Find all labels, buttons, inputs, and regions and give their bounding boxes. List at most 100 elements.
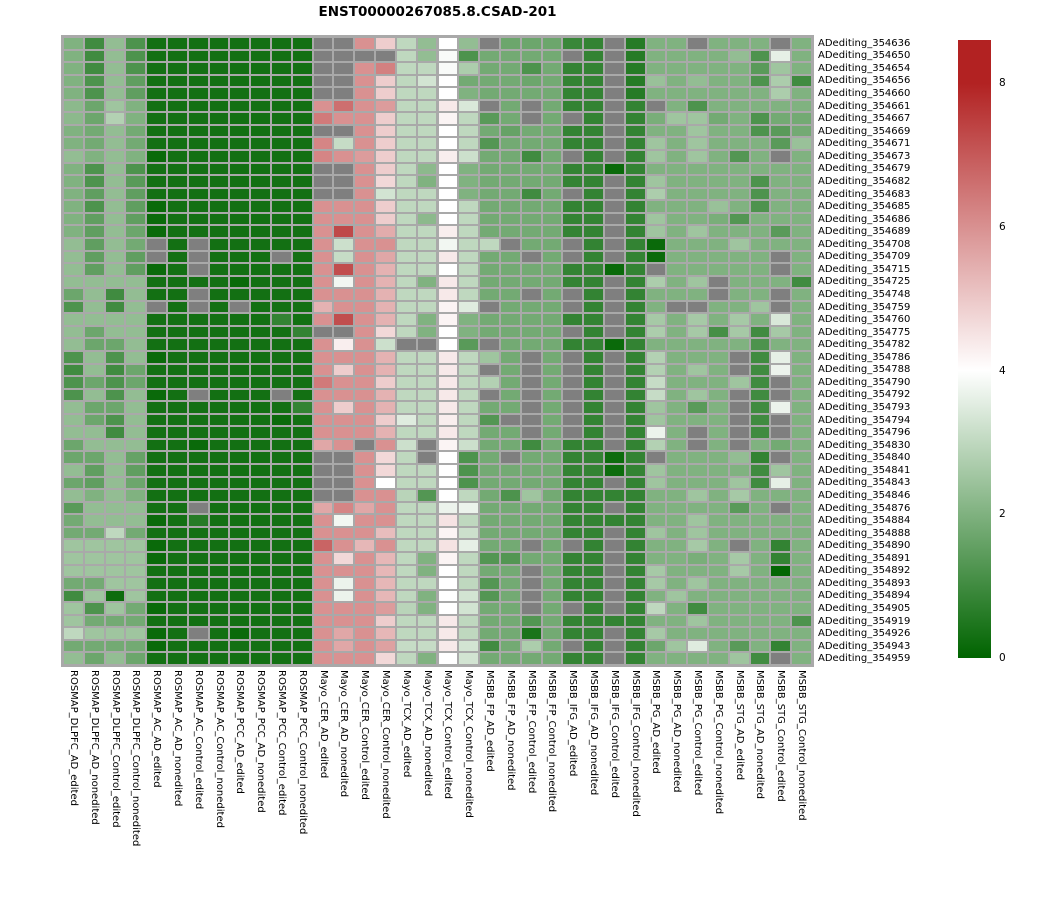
heatmap-cell bbox=[313, 38, 333, 49]
heatmap-cell bbox=[126, 100, 146, 112]
heatmap-cell bbox=[563, 377, 583, 388]
heatmap-cell bbox=[542, 502, 562, 514]
heatmap-cell bbox=[604, 377, 624, 388]
heatmap-cell bbox=[230, 414, 250, 426]
heatmap-cell bbox=[729, 364, 749, 376]
heatmap-cell bbox=[667, 452, 687, 464]
heatmap-cell bbox=[584, 515, 603, 526]
heatmap-cell bbox=[251, 176, 271, 187]
heatmap-cell bbox=[542, 439, 562, 451]
heatmap-cell bbox=[708, 578, 728, 589]
heatmap-cell bbox=[313, 301, 333, 313]
heatmap-cell bbox=[438, 603, 458, 614]
heatmap-cell bbox=[334, 490, 354, 501]
heatmap-cell bbox=[168, 201, 187, 212]
heatmap-cell bbox=[334, 75, 354, 87]
heatmap-cell bbox=[105, 113, 125, 124]
heatmap-cell bbox=[667, 427, 687, 438]
heatmap-cell bbox=[438, 653, 458, 664]
heatmap-cell bbox=[396, 603, 416, 614]
heatmap-cell bbox=[542, 88, 562, 99]
heatmap-cell bbox=[292, 326, 312, 338]
heatmap-cell bbox=[292, 301, 312, 313]
heatmap-cell bbox=[584, 125, 603, 137]
heatmap-cell bbox=[750, 339, 770, 350]
heatmap-cell bbox=[355, 251, 375, 263]
heatmap-cell bbox=[646, 552, 666, 564]
heatmap-cell bbox=[251, 414, 271, 426]
heatmap-cell bbox=[168, 50, 187, 62]
heatmap-cell bbox=[334, 326, 354, 338]
heatmap-cell bbox=[251, 578, 271, 589]
heatmap-cell bbox=[688, 540, 707, 551]
heatmap-cell bbox=[376, 527, 395, 539]
heatmap-cell bbox=[688, 188, 707, 200]
heatmap-cell bbox=[667, 201, 687, 212]
heatmap-cell bbox=[646, 38, 666, 49]
heatmap-cell bbox=[292, 615, 312, 627]
heatmap-cell bbox=[708, 540, 728, 551]
heatmap-cell bbox=[563, 565, 583, 577]
heatmap-cell bbox=[584, 163, 603, 175]
heatmap-cell bbox=[188, 490, 208, 501]
heatmap-cell bbox=[313, 389, 333, 401]
heatmap-cell bbox=[771, 590, 791, 602]
heatmap-cell bbox=[64, 63, 83, 74]
heatmap-cell bbox=[168, 176, 187, 187]
heatmap-cell bbox=[313, 188, 333, 200]
heatmap-cell bbox=[417, 527, 437, 539]
heatmap-cell bbox=[563, 176, 583, 187]
heatmap-cell bbox=[438, 552, 458, 564]
heatmap-cell bbox=[84, 38, 104, 49]
heatmap-cell bbox=[126, 477, 146, 489]
heatmap-cell bbox=[708, 427, 728, 438]
heatmap-cell bbox=[334, 201, 354, 212]
row-label: ADediting_354685 bbox=[818, 201, 911, 213]
heatmap-cell bbox=[376, 628, 395, 639]
heatmap-cell bbox=[355, 527, 375, 539]
heatmap-cell bbox=[646, 264, 666, 275]
heatmap-cell bbox=[667, 75, 687, 87]
heatmap-cell bbox=[334, 653, 354, 664]
heatmap-cell bbox=[584, 502, 603, 514]
heatmap-cell bbox=[708, 38, 728, 49]
heatmap-cell bbox=[272, 251, 291, 263]
heatmap-cell bbox=[188, 38, 208, 49]
heatmap-cell bbox=[625, 138, 645, 150]
heatmap-cell bbox=[147, 201, 167, 212]
heatmap-cell bbox=[521, 151, 541, 162]
heatmap-cell bbox=[209, 427, 229, 438]
heatmap-cell bbox=[625, 314, 645, 325]
heatmap-cell bbox=[521, 251, 541, 263]
heatmap-cell bbox=[500, 289, 520, 300]
heatmap-cell bbox=[646, 389, 666, 401]
heatmap-cell bbox=[646, 63, 666, 74]
heatmap-cell bbox=[147, 427, 167, 438]
heatmap-cell bbox=[646, 125, 666, 137]
heatmap-cell bbox=[126, 113, 146, 124]
heatmap-cell bbox=[563, 88, 583, 99]
heatmap-cell bbox=[729, 326, 749, 338]
heatmap-cell bbox=[376, 251, 395, 263]
heatmap-cell bbox=[230, 640, 250, 652]
heatmap-cell bbox=[750, 389, 770, 401]
heatmap-cell bbox=[625, 100, 645, 112]
heatmap-cell bbox=[396, 439, 416, 451]
heatmap-cell bbox=[355, 364, 375, 376]
chart-title: ENST00000267085.8.CSAD-201 bbox=[318, 4, 557, 20]
heatmap-cell bbox=[313, 326, 333, 338]
heatmap-cell bbox=[771, 176, 791, 187]
heatmap-cell bbox=[708, 301, 728, 313]
heatmap-cell bbox=[126, 352, 146, 363]
heatmap-cell bbox=[500, 540, 520, 551]
heatmap-cell bbox=[126, 465, 146, 476]
heatmap-cell bbox=[729, 138, 749, 150]
heatmap-cell bbox=[729, 201, 749, 212]
heatmap-cell bbox=[563, 326, 583, 338]
heatmap-cell bbox=[771, 314, 791, 325]
heatmap-cell bbox=[355, 201, 375, 212]
heatmap-cell bbox=[126, 88, 146, 99]
heatmap-cell bbox=[251, 427, 271, 438]
heatmap-cell bbox=[188, 502, 208, 514]
heatmap-cell bbox=[147, 113, 167, 124]
